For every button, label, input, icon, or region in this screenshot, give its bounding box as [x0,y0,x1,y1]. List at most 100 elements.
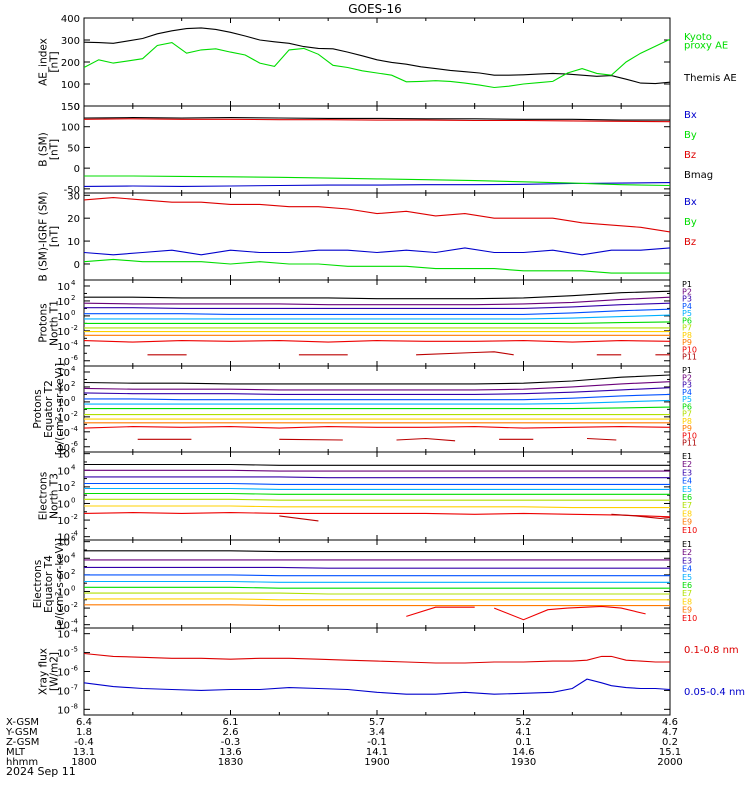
y-tick-label: 10 [57,383,70,394]
orbit-value: 1930 [511,757,536,768]
channel-label: P4 [682,302,692,311]
orbit-value: 14.6 [512,747,534,758]
channel-label: P6 [682,402,692,411]
legend-label: By [684,130,697,141]
orbit-row-label: MLT [6,747,26,758]
y-axis-label: [e/(cm²-s-sr-keV)] [54,538,66,630]
y-axis-label: Equator T2 [43,380,55,438]
y-axis-label: [nT] [49,139,61,160]
channel-label: P8 [682,331,692,340]
channel-label: P1 [682,366,692,375]
series-line [84,381,670,391]
channel-label: P10 [682,431,697,440]
orbit-row-label: hhmm [6,757,38,768]
y-axis-label: [nT] [49,226,61,247]
channel-label: E8 [682,509,692,518]
y-tick-exponent: 4 [71,463,76,471]
series-line [84,27,670,85]
series-line [84,678,670,695]
channel-label: E9 [682,606,692,615]
y-tick-label: 10 [57,368,70,379]
series-line [84,387,670,395]
y-tick-label: 10 [57,297,70,308]
series-line [84,302,670,309]
y-tick-exponent: -4 [71,618,79,626]
series-fragment [279,515,319,522]
y-axis-label: Protons [32,389,44,428]
series-line [84,197,670,233]
orbit-value: -0.1 [367,737,387,748]
orbit-value: 4.1 [516,727,532,738]
series-line [84,604,670,607]
channel-label: P4 [682,388,692,397]
series-line [84,118,670,123]
channel-label: P9 [682,338,692,347]
panel-frame [83,627,671,716]
y-tick-exponent: -4 [71,339,79,347]
series-line [84,512,670,518]
y-tick-label: 10 [67,237,80,248]
series-line [84,321,670,324]
series-line [84,247,670,256]
figure-title: GOES-16 [348,2,402,16]
y-tick-label: 10 [57,516,70,527]
legend-label: Themis AE [683,73,737,84]
y-axis-label: North T1 [49,300,61,346]
series-line [84,290,670,300]
y-axis-label: [W/m2] [49,652,61,691]
orbit-value: 2.6 [223,727,239,738]
series-line [84,38,670,89]
y-tick-exponent: -6 [71,354,79,362]
date-label: 2024 Sep 11 [6,765,76,778]
channel-label: E6 [682,581,692,590]
y-tick-exponent: -2 [71,513,78,521]
series-line [84,426,670,429]
legend-label: By [684,217,697,228]
channel-label: P7 [682,324,692,333]
channel-label: E4 [682,477,692,486]
y-tick-label: 150 [61,102,80,113]
orbit-value: 5.2 [516,717,532,728]
channel-label: E2 [682,548,692,557]
panel-3: 0 10 20 30 B (SM)-IGRF (SM) [nT] Bx By Bz [38,191,697,281]
legend-label: Bx [684,110,697,121]
y-tick-label: 10 [57,705,70,716]
y-tick-label: -50 [64,185,80,196]
orbit-value: -0.4 [74,737,94,748]
channel-label: P7 [682,410,692,419]
y-axis-label: AE_index [38,38,50,86]
orbit-value: 1800 [71,757,96,768]
y-tick-label: 10 [57,604,70,615]
y-tick-exponent: 0 [71,496,75,504]
y-tick-label: 30 [67,191,80,202]
orbit-value: 3.4 [369,727,385,738]
orbit-value: 6.4 [76,717,92,728]
y-axis-label: North T3 [49,473,61,519]
y-tick-exponent: 4 [71,279,76,287]
y-tick-exponent: 2 [71,380,75,388]
series-fragment [416,351,514,356]
legend-label: Kyoto [684,32,712,43]
series-line [84,469,670,472]
series-line [84,406,670,410]
orbit-value: 0.1 [516,737,532,748]
series-line [84,580,670,583]
channel-label: E3 [682,556,692,565]
series-line [84,399,670,405]
y-tick-exponent: 4 [71,365,76,373]
orbit-value: 15.1 [659,747,681,758]
orbit-value: 0.2 [662,737,678,748]
channel-label: E4 [682,565,692,574]
series-line [84,487,670,490]
y-tick-exponent: 6 [71,447,76,455]
y-tick-label: 0 [74,102,80,113]
channel-label: E7 [682,501,692,510]
channel-label: E8 [682,597,692,606]
channel-label: P8 [682,417,692,426]
orbit-value: 5.7 [369,717,385,728]
y-axis-label: B (SM)-IGRF (SM) [38,191,50,281]
